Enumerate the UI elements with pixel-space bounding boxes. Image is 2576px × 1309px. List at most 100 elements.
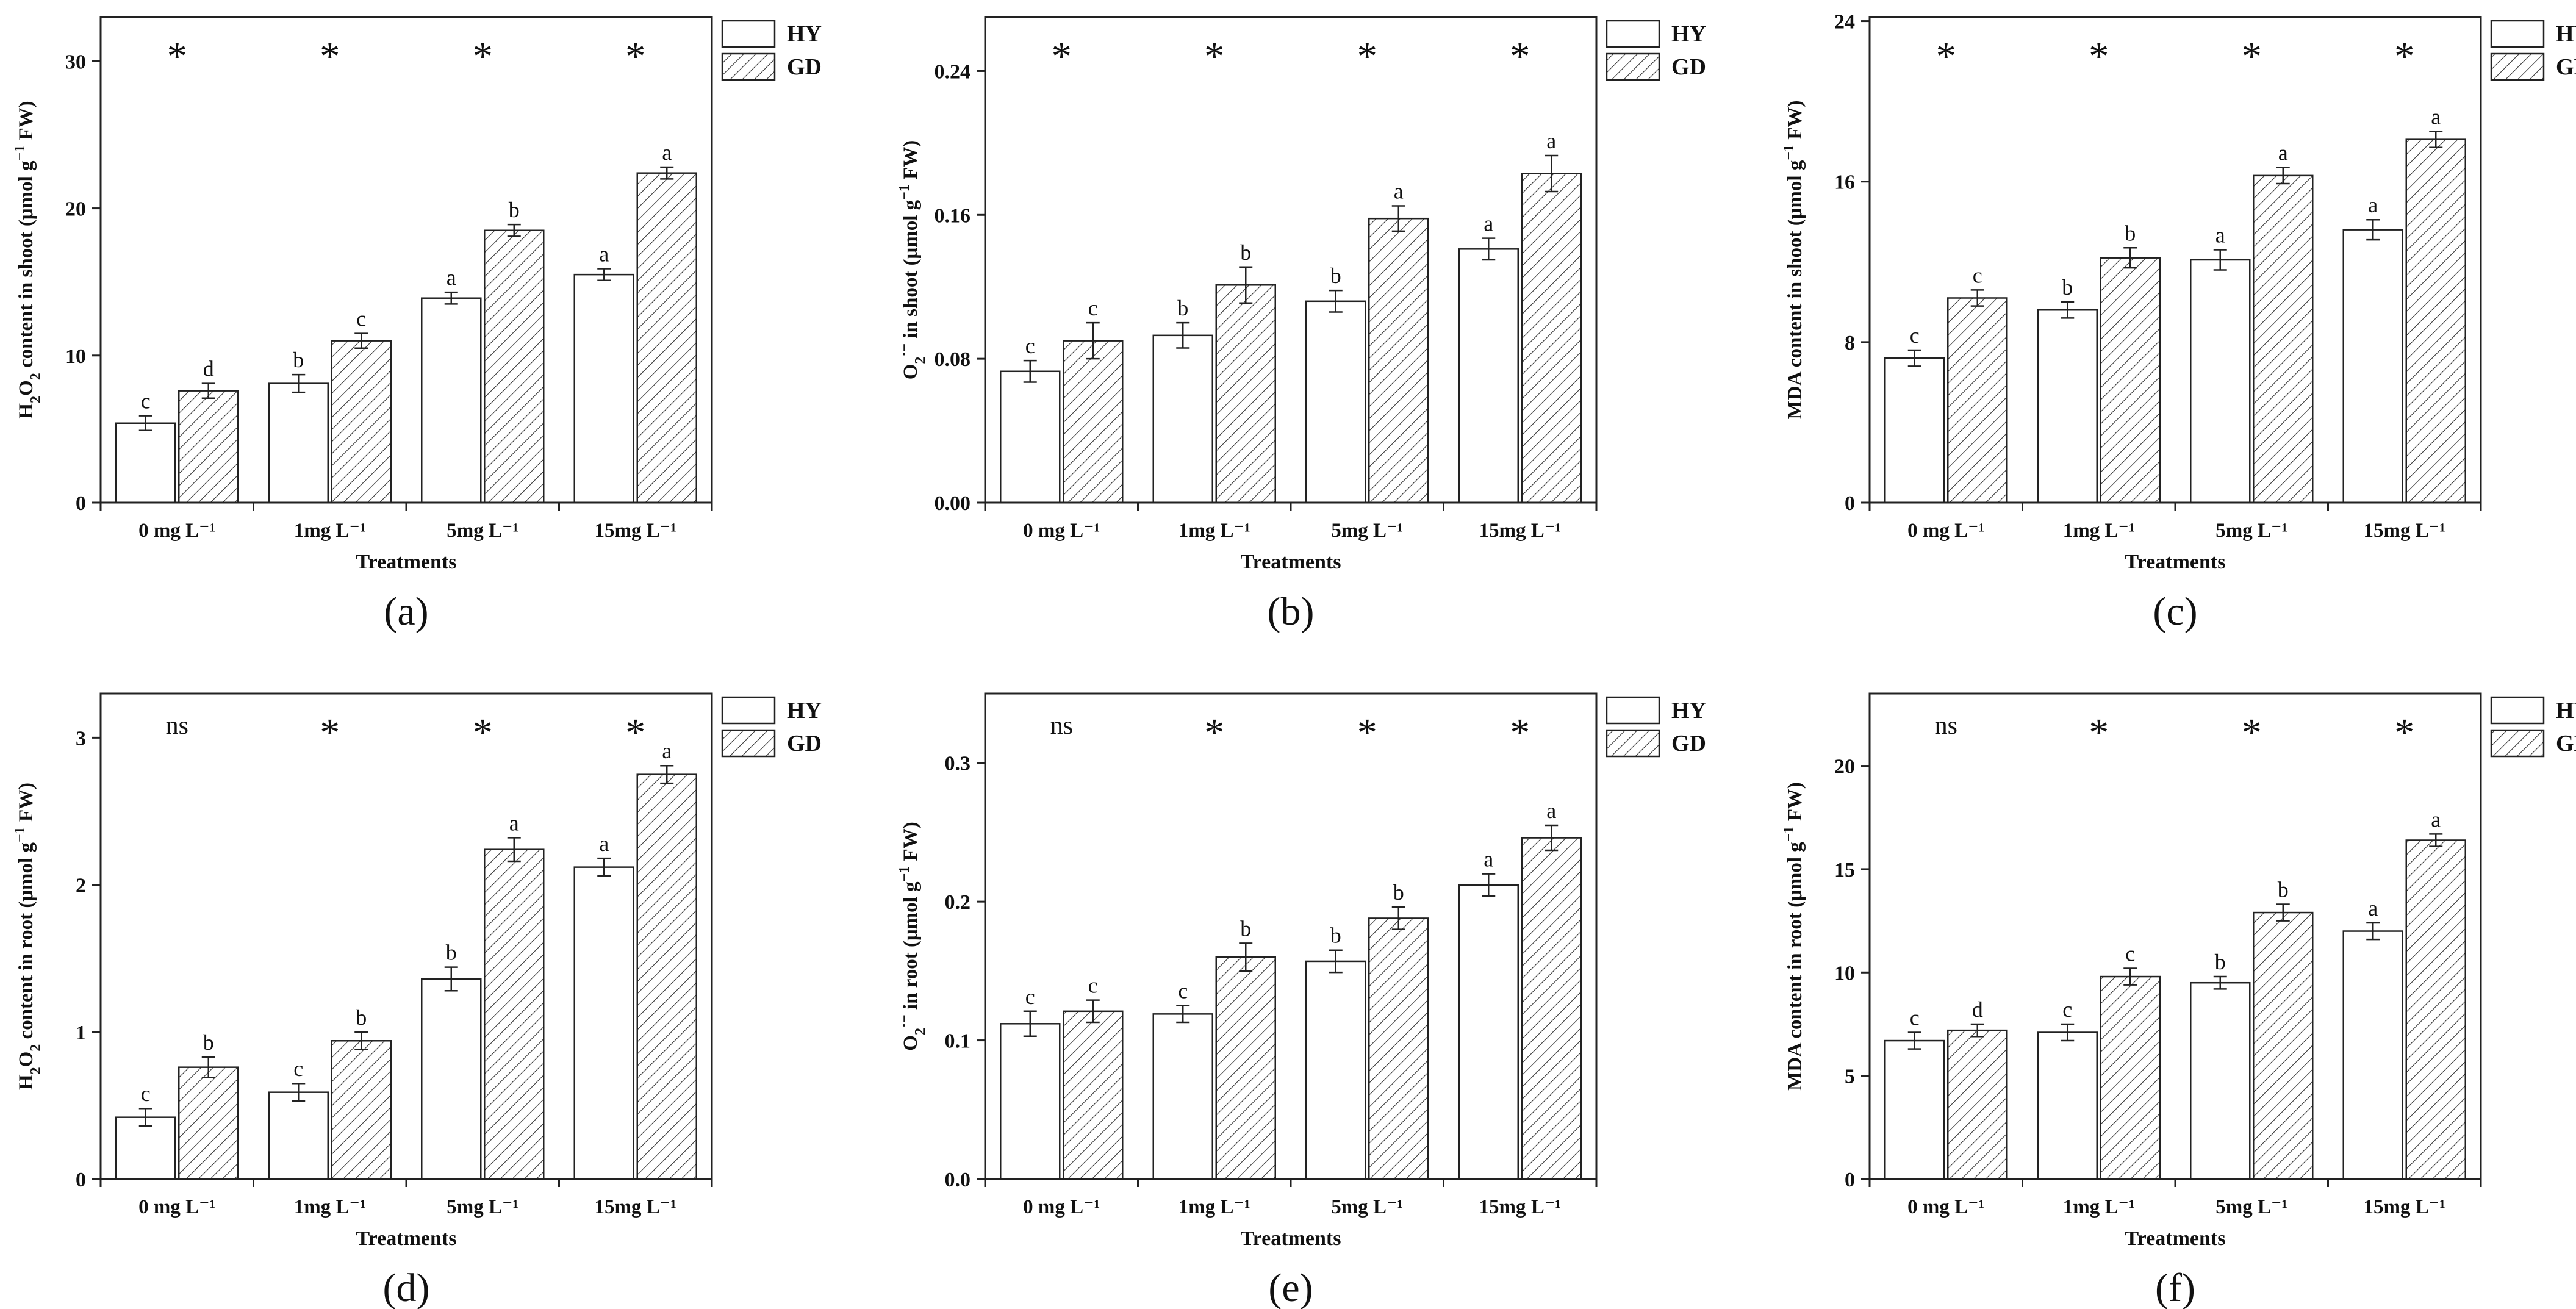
y-axis-title-part: −1 [12, 827, 28, 842]
x-category-label: 0 mg L⁻¹ [1907, 1196, 1984, 1218]
significance-letter: b [1177, 296, 1188, 320]
bar-hy [573, 866, 634, 1180]
bar-hy [268, 382, 329, 504]
y-tick-label: 3 [76, 727, 86, 750]
bar-hy [1884, 357, 1945, 504]
bar-hy [1305, 300, 1366, 504]
bar-gd [636, 773, 697, 1180]
y-tick-label: 0 [1845, 492, 1855, 515]
significance-letter: c [356, 307, 366, 331]
bar-hy [1884, 1039, 1945, 1180]
y-axis-title-part: 2 [28, 396, 44, 403]
significance-marker: * [1204, 34, 1224, 79]
significance-letter: a [509, 811, 519, 835]
bar-hy [573, 273, 634, 504]
y-axis-title-part: −1 [12, 145, 28, 161]
y-axis-title-part: 2 [913, 357, 928, 364]
chart-panel: c c b a d c b a ns * * * 0 5 10 15 20 0 mg L⁻¹ 1mg L⁻¹ 5mg … [1781, 692, 2576, 1309]
significance-letter: b [1240, 240, 1251, 265]
significance-letter: b [2278, 877, 2289, 902]
legend-swatch-hy [1606, 20, 1660, 48]
chart-panel: c c b a b b a a ns * * * 0 1 2 3 0 mg L⁻¹ 1mg L⁻¹ 5mg L⁻¹ 1… [12, 692, 822, 1309]
y-tick-label: 0.00 [935, 492, 971, 515]
significance-letter: a [2368, 193, 2378, 217]
significance-letter: a [1546, 798, 1556, 823]
chart-panel: c b b a c b a a * * * * 0.00 0.08 0.16 0.24 0 mg L⁻¹ 1mg … [897, 16, 1706, 634]
y-axis-title-part: MDA content in root (μmol g [1784, 842, 1806, 1091]
bar-gd [2100, 975, 2161, 1180]
y-tick-label: 20 [1834, 756, 1855, 778]
significance-marker: * [1204, 711, 1224, 755]
bar-gd [1063, 1010, 1124, 1180]
x-category-label: 5mg L⁻¹ [1331, 520, 1403, 542]
x-category-label: 15mg L⁻¹ [1479, 1196, 1561, 1218]
y-axis-title-part: O [900, 364, 922, 380]
bar-gd [178, 1066, 239, 1180]
y-axis-title-part: ·− [897, 1014, 913, 1028]
legend-swatch-gd [1606, 52, 1660, 81]
significance-letter: c [1178, 979, 1188, 1003]
bar-hy [1305, 960, 1366, 1180]
legend-swatch-hy [2490, 696, 2545, 725]
x-category-label: 5mg L⁻¹ [447, 1196, 518, 1218]
significance-letter: a [1484, 847, 1493, 872]
panel-label: (a) [384, 589, 428, 634]
significance-marker: ns [166, 712, 188, 740]
panel-label: (b) [1268, 589, 1315, 634]
significance-letter: b [2215, 950, 2226, 974]
significance-letter: a [1546, 129, 1556, 153]
bar-hy [2342, 229, 2403, 504]
bar-hy [1000, 370, 1061, 504]
y-tick-label: 0.0 [945, 1169, 971, 1191]
y-axis-title-part: −1 [897, 866, 913, 882]
legend-label-gd: GD [2556, 54, 2576, 80]
bar-hy [115, 1116, 176, 1180]
bar-hy [421, 297, 482, 504]
significance-marker: * [2089, 34, 2109, 79]
significance-letter: b [203, 1030, 214, 1055]
y-tick-label: 0.08 [935, 348, 971, 371]
legend-label-gd: GD [787, 731, 822, 756]
y-axis-title: O2·− in root (μmol g−1 FW) [897, 822, 928, 1050]
significance-marker: ns [1935, 712, 1957, 740]
x-category-label: 0 mg L⁻¹ [1907, 520, 1984, 542]
legend-swatch-hy [721, 696, 776, 725]
legend-label-hy: HY [2556, 698, 2576, 723]
significance-letter: a [1394, 179, 1404, 204]
bar-hy [1152, 1013, 1213, 1180]
y-axis-title-part: content in shoot (μmol g [15, 160, 37, 373]
bar-gd [1947, 1029, 2008, 1180]
bar-hy [2190, 981, 2251, 1180]
bar-gd [2405, 138, 2466, 504]
legend-label-hy: HY [1671, 698, 1706, 723]
y-axis-title-part: FW) [900, 822, 922, 866]
y-tick-label: 8 [1845, 332, 1855, 354]
x-category-label: 5mg L⁻¹ [447, 520, 518, 542]
y-axis-title-part: FW) [15, 783, 37, 827]
significance-marker: * [167, 34, 187, 79]
y-axis-title-part: content in root (μmol g [15, 842, 37, 1044]
significance-marker: * [2242, 34, 2262, 79]
significance-marker: * [473, 34, 493, 79]
x-category-label: 5mg L⁻¹ [1331, 1196, 1403, 1218]
bar-hy [1152, 334, 1213, 504]
legend-swatch-gd [721, 52, 776, 81]
significance-marker: * [625, 34, 645, 79]
significance-letter: b [356, 1005, 367, 1030]
significance-letter: a [1484, 212, 1493, 236]
x-category-label: 0 mg L⁻¹ [1023, 1196, 1100, 1218]
y-axis-title-part: H [15, 403, 37, 419]
legend-swatch-hy [1606, 696, 1660, 725]
significance-letter: a [447, 265, 456, 290]
x-category-label: 0 mg L⁻¹ [138, 1196, 215, 1218]
y-tick-label: 5 [1845, 1066, 1855, 1088]
y-axis-title-part: O [15, 1052, 37, 1067]
x-category-label: 1mg L⁻¹ [294, 520, 366, 542]
significance-letter: d [1972, 997, 1983, 1022]
significance-marker: * [2242, 711, 2262, 755]
y-axis-title: H2O2 content in shoot (μmol g−1 FW) [12, 101, 44, 418]
bar-gd [2100, 257, 2161, 504]
x-category-label: 5mg L⁻¹ [2215, 1196, 2287, 1218]
y-axis-title-part: H [15, 1074, 37, 1090]
